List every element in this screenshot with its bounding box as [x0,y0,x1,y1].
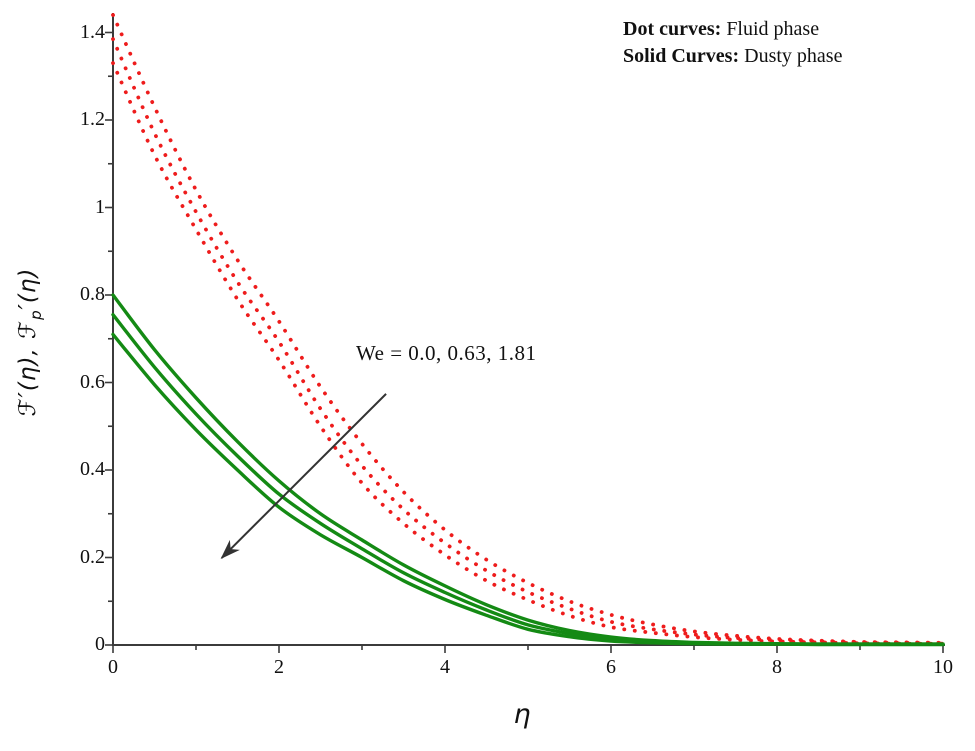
x-tick-label: 4 [440,656,450,678]
fluid-curve [111,37,945,646]
x-tick-label: 6 [606,656,616,678]
y-axis-label: ℱ′(η), ℱp′(η) [15,268,45,417]
x-tick-label: 10 [933,656,953,678]
y-tick-label: 1 [95,195,105,218]
legend-entry-fluid: Dot curves: Fluid phase [623,16,842,43]
x-tick-label: 8 [772,656,782,678]
fluid-curve [111,13,945,645]
x-axis-label: η [513,699,531,730]
y-tick-label: 0.6 [80,370,105,393]
legend-key-dusty: Solid Curves: [623,45,740,67]
dusty-curve [111,332,945,647]
legend-value-fluid: Fluid phase [726,18,820,40]
y-axis-label-sub: p [26,309,45,320]
we-annotation: We = 0.0, 0.63, 1.81 [356,341,537,365]
y-tick-label: 0.8 [80,283,105,305]
y-tick-label: 1.2 [80,108,105,130]
annotation-arrow [220,393,387,559]
legend: Dot curves: Fluid phase Solid Curves: Du… [623,16,842,70]
y-tick-label: 0 [95,633,105,655]
y-axis-label-post: ′(η) [15,267,42,310]
legend-value-dusty: Dusty phase [744,45,843,67]
x-tick-label: 0 [108,656,118,678]
legend-entry-dusty: Solid Curves: Dusty phase [623,43,842,70]
x-tick-label: 2 [274,656,284,678]
legend-key-fluid: Dot curves: [623,18,722,40]
y-tick-label: 1.4 [80,20,105,43]
ticks [105,31,944,653]
y-axis-label-pre: ℱ′(η), ℱ [15,319,42,417]
y-tick-label: 0.4 [80,458,105,480]
y-tick-label: 0.2 [80,545,105,568]
